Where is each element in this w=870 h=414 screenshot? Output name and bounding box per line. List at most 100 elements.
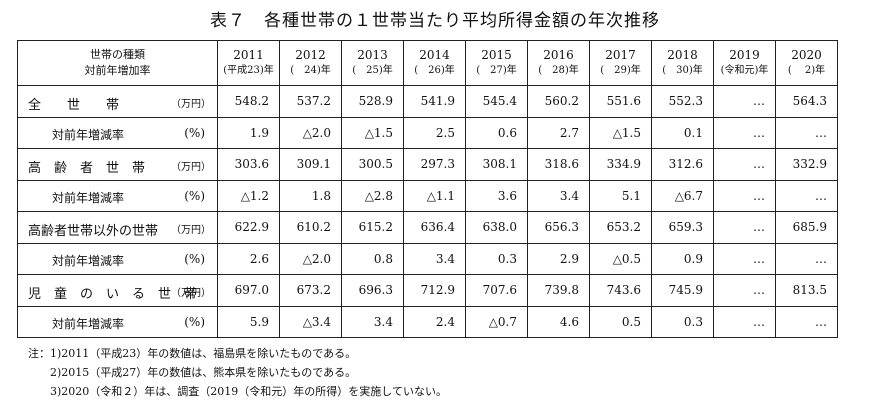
year-header-cell: 2015 ( 27)年	[465, 40, 528, 86]
value-cell: …	[713, 242, 776, 275]
value-cell: 3.4	[403, 242, 466, 275]
year-header-cell: 2018 ( 30)年	[651, 40, 714, 86]
row-label-cell: 高齢者世帯以外の世帯 （万円）	[17, 211, 218, 244]
value-cell: 548.2	[217, 85, 280, 118]
value-cell: …	[713, 148, 776, 181]
year-header-cell: 2014 ( 26)年	[403, 40, 466, 86]
header-row: 世帯の種類 対前年増加率 2011 (平成23)年 2012 ( 24)年 2013 ( …	[17, 40, 838, 86]
era-label: (平成23)年	[223, 65, 274, 76]
footnote-3: 3)2020（令和２）年は、調査（2019（令和元）年の所得）を実施していない。	[50, 385, 447, 398]
year-label: 2015	[481, 48, 512, 62]
value-cell: 0.3	[465, 242, 528, 275]
table-row: 高齢者世帯以外の世帯 （万円） 622.9 610.2 615.2 636.4 638.0 6…	[17, 211, 838, 244]
value-cell: 0.5	[589, 305, 652, 338]
row-label: 対前年増減率	[52, 253, 125, 268]
value-cell: …	[775, 179, 838, 212]
value-cell: 537.2	[279, 85, 342, 118]
value-cell: 0.6	[465, 116, 528, 149]
value-cell: 636.4	[403, 211, 466, 244]
table-row: 対前年増減率 (%) △1.2 1.8 △2.8 △1.1 3.6 3.4 5.1 △6.7……	[17, 179, 838, 212]
row-label: 全 世 帯	[28, 98, 120, 113]
table-body: 全 世 帯（万円） 548.2 537.2 528.9 541.9 545.4 560.2 5…	[17, 85, 838, 338]
value-cell: …	[713, 179, 776, 212]
value-cell: 303.6	[217, 148, 280, 181]
era-label: ( 27)年	[476, 65, 517, 76]
row-unit: (%)	[184, 251, 205, 266]
value-cell: 3.6	[465, 179, 528, 212]
era-label: ( 28)年	[538, 65, 579, 76]
value-cell: 0.3	[651, 305, 714, 338]
value-cell: △1.5	[589, 116, 652, 149]
value-cell: 739.8	[527, 274, 590, 307]
era-label: ( 2)年	[787, 65, 826, 76]
value-cell: 545.4	[465, 85, 528, 118]
row-label-cell: 児 童 の い る 世 帯（万円）	[17, 274, 218, 307]
value-cell: 312.6	[651, 148, 714, 181]
footnote-2: 2)2015（平成27）年の数値は、熊本県を除いたものである。	[50, 366, 357, 379]
footnotes: 注：1)2011（平成23）年の数値は、福島県を除いたものである。 2)2015…	[28, 344, 447, 401]
value-cell: △6.7	[651, 179, 714, 212]
value-cell: 638.0	[465, 211, 528, 244]
year-label: 2014	[419, 48, 450, 62]
year-header-cell: 2011 (平成23)年	[217, 40, 280, 86]
value-cell: 656.3	[527, 211, 590, 244]
value-cell: 3.4	[341, 305, 404, 338]
value-cell: …	[775, 305, 838, 338]
header-label-line1: 世帯の種類	[90, 48, 145, 61]
value-cell: 560.2	[527, 85, 590, 118]
value-cell: 541.9	[403, 85, 466, 118]
year-header-cell: 2013 ( 25)年	[341, 40, 404, 86]
value-cell: 334.9	[589, 148, 652, 181]
year-header-cell: 2012 ( 24)年	[279, 40, 342, 86]
year-header-cell: 2020 ( 2)年	[775, 40, 838, 86]
value-cell: △3.4	[279, 305, 342, 338]
row-label: 児 童 の い る 世 帯	[28, 287, 198, 302]
value-cell: 564.3	[775, 85, 838, 118]
value-cell: 659.3	[651, 211, 714, 244]
footnote-1: 注：1)2011（平成23）年の数値は、福島県を除いたものである。	[28, 347, 357, 360]
value-cell: 653.2	[589, 211, 652, 244]
value-cell: △2.0	[279, 116, 342, 149]
value-cell: △1.1	[403, 179, 466, 212]
row-label-cell: 対前年増減率 (%)	[17, 305, 218, 338]
value-cell: 1.9	[217, 116, 280, 149]
value-cell: 552.3	[651, 85, 714, 118]
year-header-cell: 2016 ( 28)年	[527, 40, 590, 86]
value-cell: 673.2	[279, 274, 342, 307]
row-label-cell: 対前年増減率 (%)	[17, 242, 218, 275]
value-cell: 1.8	[279, 179, 342, 212]
value-cell: …	[713, 85, 776, 118]
row-label-cell: 対前年増減率 (%)	[17, 179, 218, 212]
value-cell: 297.3	[403, 148, 466, 181]
value-cell: 697.0	[217, 274, 280, 307]
value-cell: 5.1	[589, 179, 652, 212]
value-cell: 308.1	[465, 148, 528, 181]
value-cell: …	[775, 116, 838, 149]
year-header-cell: 2019 (令和元)年	[713, 40, 776, 86]
value-cell: 0.8	[341, 242, 404, 275]
value-cell: 0.1	[651, 116, 714, 149]
value-cell: △2.8	[341, 179, 404, 212]
year-label: 2020	[791, 48, 822, 62]
value-cell: 300.5	[341, 148, 404, 181]
value-cell: …	[713, 274, 776, 307]
year-label: 2017	[605, 48, 636, 62]
value-cell: 610.2	[279, 211, 342, 244]
value-cell: 707.6	[465, 274, 528, 307]
value-cell: 745.9	[651, 274, 714, 307]
value-cell: …	[713, 116, 776, 149]
year-label: 2019	[729, 48, 760, 62]
value-cell: 528.9	[341, 85, 404, 118]
table-row: 対前年増減率 (%) 1.9 △2.0 △1.5 2.5 0.6 2.7 △1.5 0.1……	[17, 116, 838, 149]
value-cell: 615.2	[341, 211, 404, 244]
value-cell: 5.9	[217, 305, 280, 338]
year-label: 2011	[233, 48, 264, 62]
header-label-line2: 対前年増加率	[84, 64, 151, 77]
value-cell: △1.5	[341, 116, 404, 149]
era-label: ( 29)年	[600, 65, 641, 76]
value-cell: 551.6	[589, 85, 652, 118]
value-cell: 2.4	[403, 305, 466, 338]
table-row: 対前年増減率 (%) 2.6 △2.0 0.8 3.4 0.3 2.9 △0.5 0.9……	[17, 242, 838, 275]
row-label-cell: 全 世 帯 （万円）	[17, 85, 218, 118]
value-cell: 2.7	[527, 116, 590, 149]
